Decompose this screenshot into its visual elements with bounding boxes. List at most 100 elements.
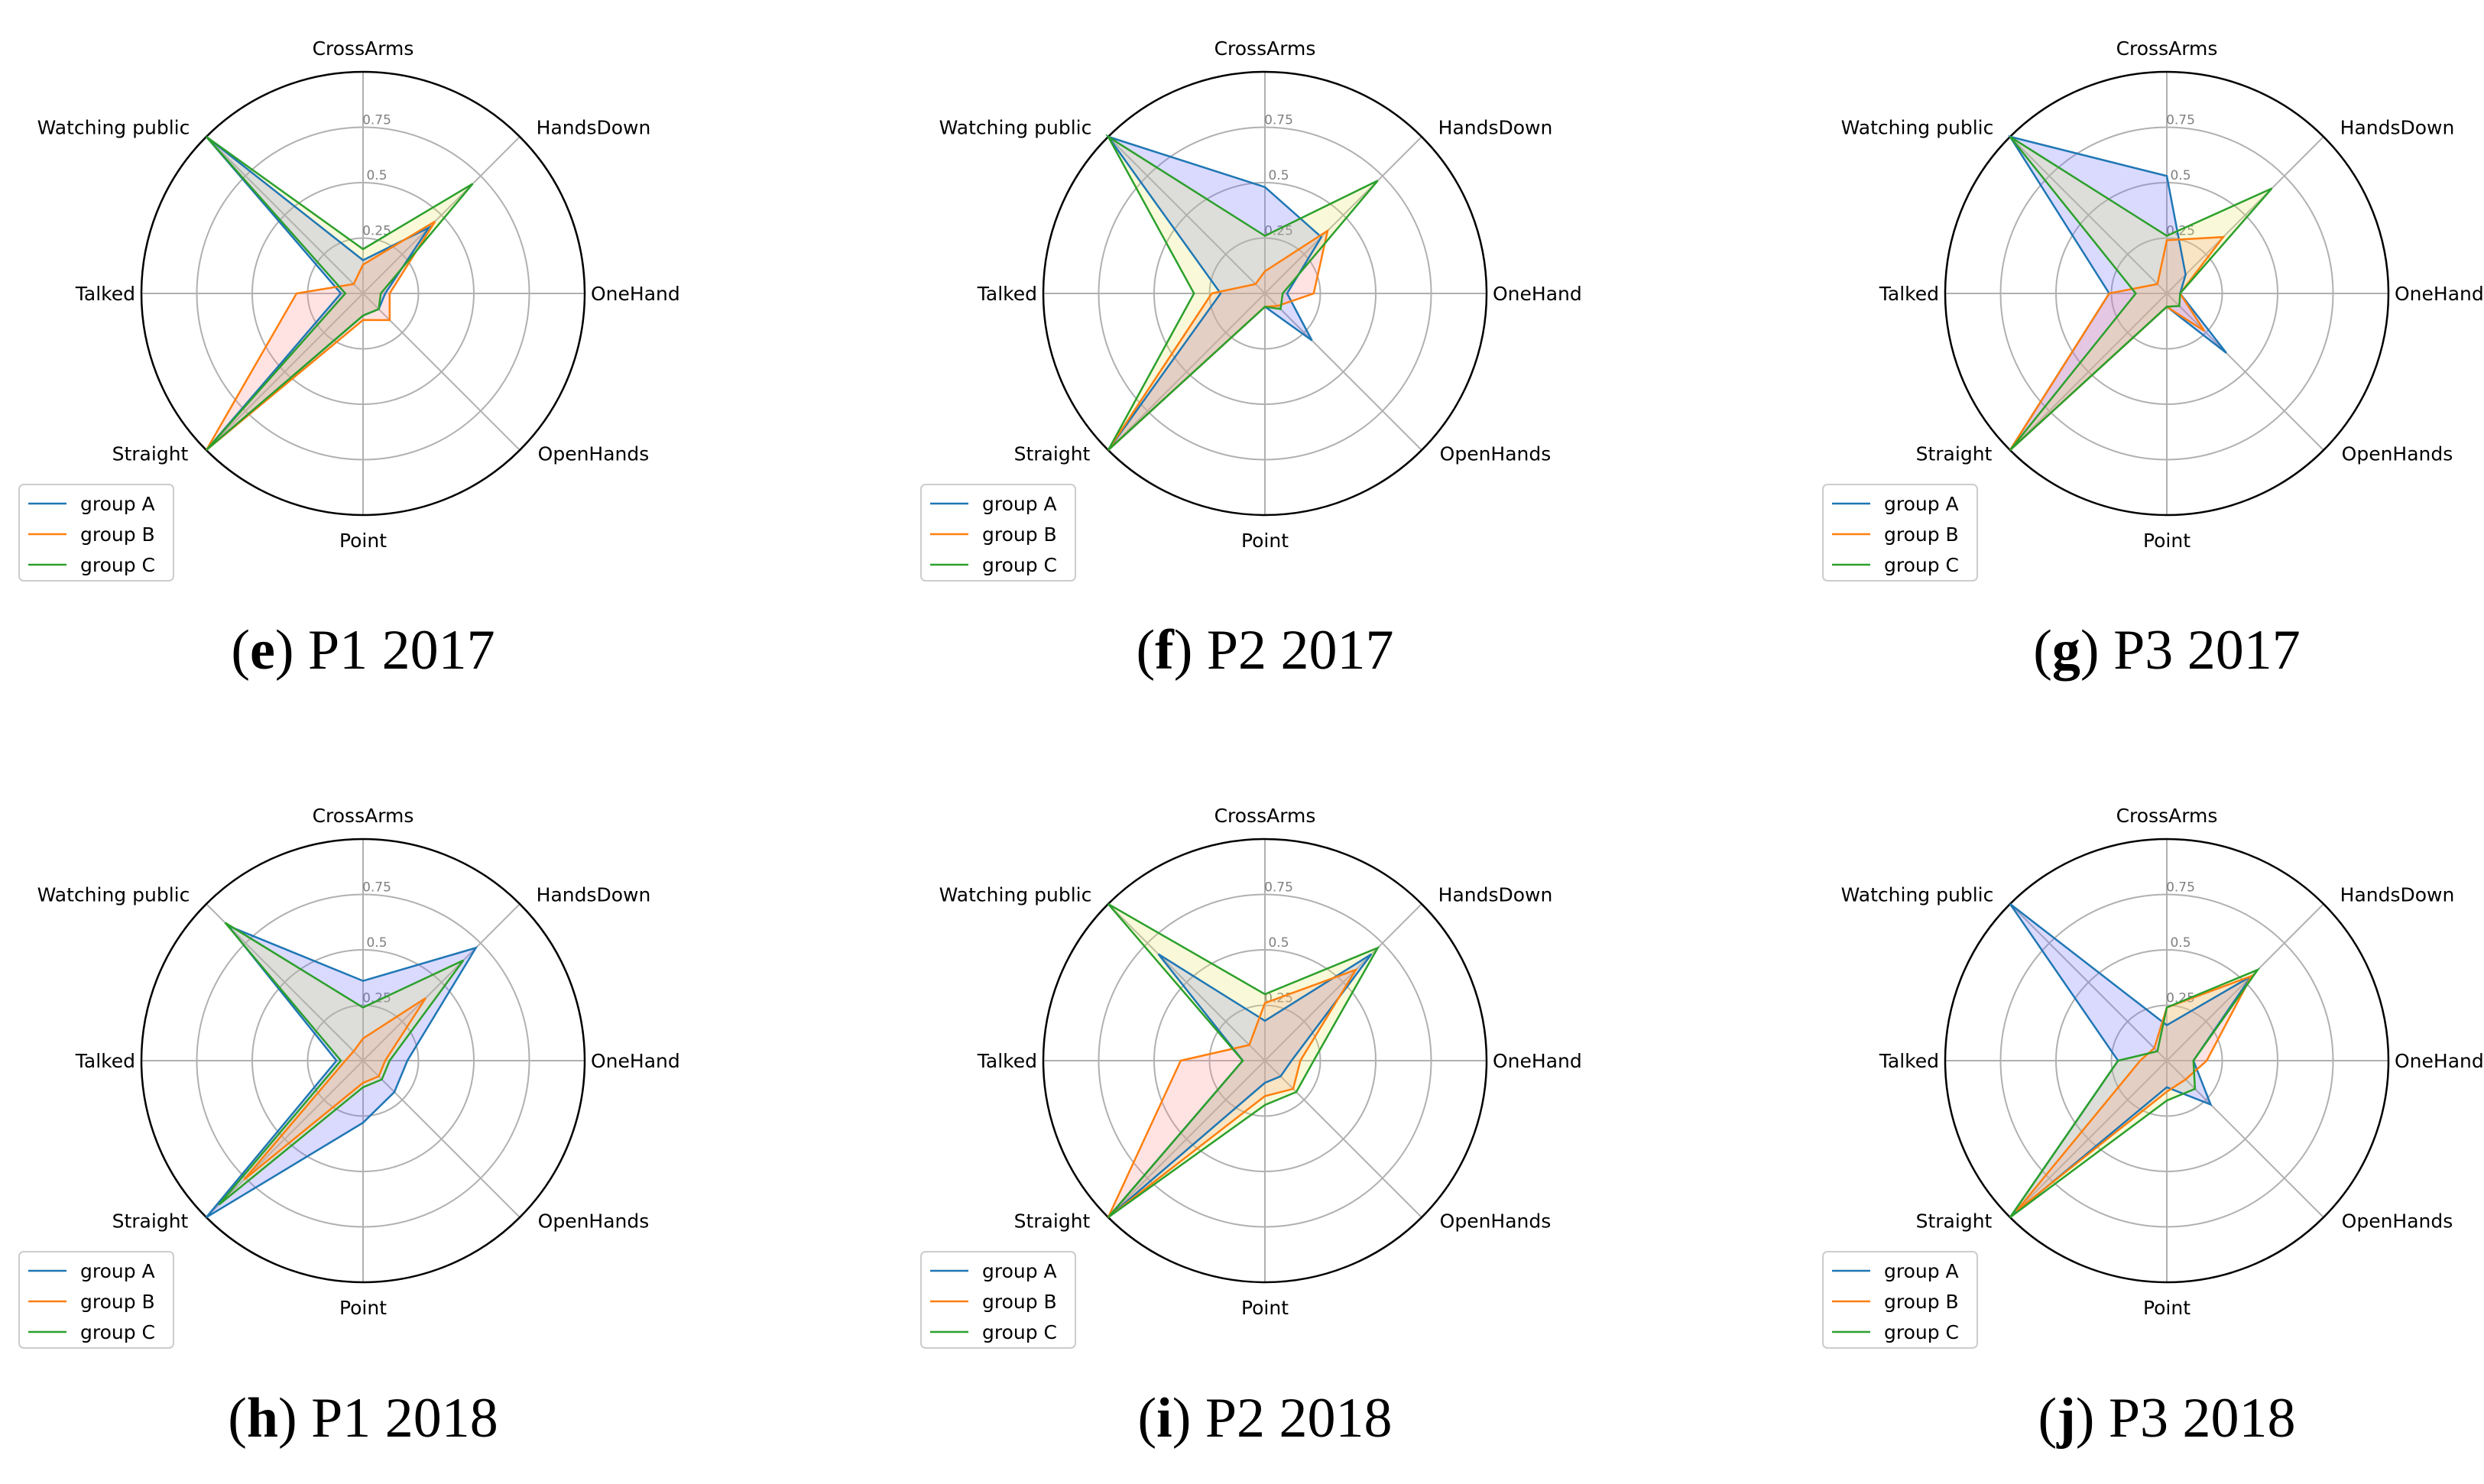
axis-label-watching-public: Watching public [1841, 883, 1994, 906]
series-fill-group-c [1107, 136, 1378, 451]
axis-label-talked: Talked [75, 283, 135, 305]
grid-spoke [1107, 1060, 1266, 1218]
axis-label-talked: Talked [977, 283, 1037, 305]
grid-spoke [1264, 293, 1422, 451]
axis-label-onehand: OneHand [591, 1050, 680, 1072]
r-tick-label: 0.5 [2170, 935, 2191, 951]
legend-label-group-a: group A [1884, 493, 1959, 515]
axis-label-straight: Straight [1014, 1210, 1091, 1233]
axis-label-crossarms: CrossArms [2116, 805, 2218, 827]
axis-label-talked: Talked [75, 1050, 135, 1072]
axis-label-straight: Straight [1014, 443, 1091, 465]
axis-label-handsdown: HandsDown [2340, 883, 2455, 906]
legend-label-group-c: group C [1884, 554, 1959, 576]
legend-label-group-c: group C [1884, 1321, 1959, 1343]
axis-label-openhands: OpenHands [1440, 1210, 1552, 1233]
axis-label-openhands: OpenHands [538, 1210, 650, 1233]
series-line-group-b [243, 996, 427, 1181]
legend-box [18, 1251, 174, 1349]
series-fill-group-a [1107, 954, 1372, 1218]
r-tick-label: 0.25 [362, 991, 391, 1006]
legend-box [920, 1251, 1076, 1349]
r-tick-label: 0.25 [362, 224, 391, 239]
axis-label-onehand: OneHand [1493, 1050, 1582, 1072]
legend: group A group B group C [920, 484, 1076, 582]
axis-label-handsdown: HandsDown [537, 883, 651, 906]
legend-label-group-a: group A [80, 1260, 155, 1282]
legend-label-group-b: group B [80, 1291, 155, 1313]
grid-spoke [2009, 1060, 2168, 1218]
grid-spoke [206, 293, 364, 451]
panel-caption: (j) P3 2018 [2038, 1387, 2295, 1450]
polar-frame [1944, 70, 2390, 517]
legend-label-group-a: group A [982, 1260, 1057, 1282]
legend: group A group B group C [18, 1251, 174, 1349]
legend: group A group B group C [1822, 484, 1978, 582]
axis-label-talked: Talked [977, 1050, 1037, 1072]
r-tick-label: 0.5 [2170, 168, 2191, 183]
axis-label-crossarms: CrossArms [2116, 37, 2218, 60]
axis-label-point: Point [1241, 1297, 1289, 1319]
legend-box [1822, 1251, 1978, 1349]
grid-spoke [2009, 136, 2168, 294]
legend: group A group B group C [1822, 1251, 1978, 1349]
panel-caption: (f) P2 2017 [1136, 619, 1393, 682]
r-tick-label: 0.75 [2166, 113, 2195, 128]
series-fill-group-c [219, 922, 464, 1205]
series-line-group-c [1107, 902, 1380, 1219]
grid-spoke [2166, 293, 2324, 451]
r-tick-label: 0.5 [1268, 935, 1289, 951]
series-line-group-a [1107, 953, 1373, 1219]
polar-frame [1042, 838, 1488, 1284]
legend-box [1822, 484, 1978, 582]
series-line-group-c [218, 922, 465, 1206]
series-fill-group-b [2009, 237, 2223, 451]
polar-frame [1944, 838, 2390, 1284]
panel-caption: (g) P3 2017 [2033, 619, 2300, 682]
panel-caption: (h) P1 2018 [228, 1387, 498, 1450]
legend-label-group-b: group B [1884, 523, 1959, 546]
axis-label-crossarms: CrossArms [1214, 37, 1316, 60]
legend-box [18, 484, 174, 582]
axis-label-straight: Straight [112, 1210, 189, 1233]
grid-spoke [1107, 293, 1266, 451]
axis-label-openhands: OpenHands [2342, 1210, 2453, 1233]
grid-spoke [1264, 1060, 1422, 1218]
legend-label-group-a: group A [1884, 1260, 1959, 1282]
axis-label-straight: Straight [1916, 1210, 1993, 1233]
grid-spoke [2009, 903, 2168, 1061]
series-fill-group-a [1107, 136, 1321, 451]
grid-spoke [1264, 136, 1422, 294]
axis-label-point: Point [339, 1297, 387, 1319]
legend-label-group-c: group C [80, 1321, 155, 1343]
series-fill-group-a [2009, 903, 2252, 1218]
axis-label-point: Point [2143, 530, 2191, 552]
legend-label-group-b: group B [982, 523, 1057, 546]
r-tick-label: 0.75 [1264, 113, 1293, 128]
radar-panel-e: 0.25 0.5 0.75 CrossArms HandsDown OneHand Open… [18, 37, 680, 682]
series-line-group-a [2009, 902, 2252, 1219]
grid-spoke [2009, 293, 2168, 451]
axis-label-watching-public: Watching public [37, 883, 190, 906]
series-line-group-c [2009, 135, 2273, 452]
legend-label-group-c: group C [982, 1321, 1057, 1343]
axis-label-onehand: OneHand [2395, 1050, 2484, 1072]
series-fill-group-c [2009, 970, 2258, 1218]
r-tick-label: 0.5 [366, 168, 387, 183]
grid-spoke [206, 136, 364, 294]
grid-spoke [2166, 136, 2324, 294]
axis-label-point: Point [2143, 1297, 2191, 1319]
r-tick-label: 0.25 [2166, 991, 2195, 1006]
legend-label-group-b: group B [1884, 1291, 1959, 1313]
axis-label-watching-public: Watching public [939, 116, 1092, 138]
axis-label-watching-public: Watching public [37, 116, 190, 138]
polar-frame [140, 70, 586, 517]
series-fill-group-b [244, 998, 426, 1180]
axis-label-handsdown: HandsDown [1438, 116, 1553, 138]
series-line-group-c [1105, 134, 1379, 452]
r-tick-label: 0.5 [366, 935, 387, 951]
legend: group A group B group C [920, 1251, 1076, 1349]
r-tick-label: 0.75 [2166, 880, 2195, 896]
axis-label-crossarms: CrossArms [1214, 805, 1316, 827]
